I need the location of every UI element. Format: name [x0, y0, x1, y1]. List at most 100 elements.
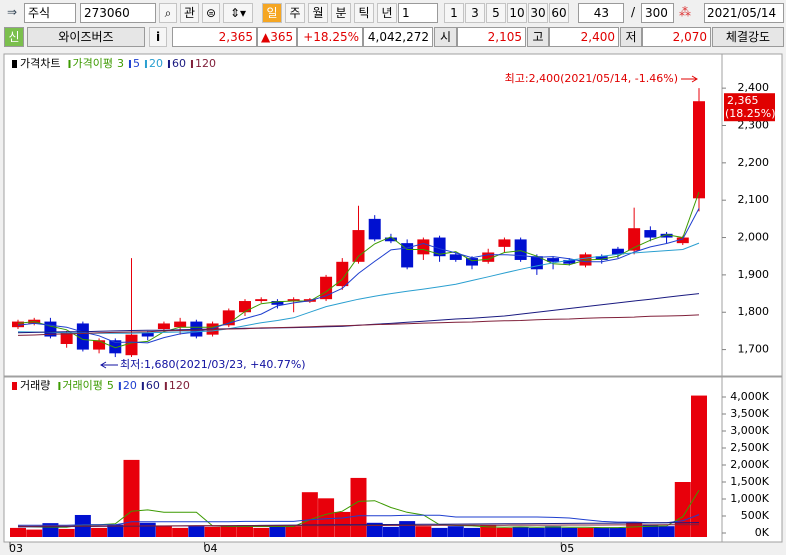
strength-button[interactable]: 체결강도 — [712, 27, 784, 47]
interval-button[interactable]: 30 — [528, 3, 548, 23]
legend-swatch — [141, 382, 144, 390]
legend-swatch — [167, 60, 170, 68]
volume-bar — [431, 527, 448, 537]
volume-bar — [447, 526, 464, 537]
legend-swatch — [58, 382, 61, 390]
volume-bar — [172, 527, 189, 537]
legend-swatch — [164, 382, 167, 390]
volume-bar — [123, 459, 140, 537]
candle-body — [271, 301, 284, 305]
volume-bar — [10, 527, 26, 537]
y-tick-label: 1,900 — [738, 268, 770, 281]
interval-button[interactable]: 60 — [549, 3, 569, 23]
legend-swatch — [118, 382, 121, 390]
volume-bar — [350, 477, 367, 537]
y-tick-label: 2,000K — [730, 458, 769, 471]
candle-body — [287, 299, 300, 302]
period-button[interactable]: 년 — [377, 3, 397, 23]
candle-body — [628, 228, 641, 251]
total-input[interactable]: 300 — [641, 3, 674, 23]
ma-line — [17, 191, 700, 349]
legend-label: 가격이평 — [72, 57, 112, 70]
stock-name: 와이즈버즈 — [27, 27, 145, 47]
legend-swatch — [68, 60, 71, 68]
legend-label: 가격차트 — [20, 57, 60, 70]
period-button[interactable]: 주 — [285, 3, 305, 23]
option-button[interactable]: ⊜ — [202, 3, 220, 23]
legend-label: 20 — [123, 379, 137, 392]
low-annotation: 최저:1,680(2021/03/23, +40.77%) — [120, 358, 306, 371]
favorite-button[interactable]: 관 — [180, 3, 199, 23]
volume-bar — [545, 526, 562, 537]
volume-bar — [26, 529, 43, 537]
volume-bar — [269, 526, 286, 537]
open-label: 시 — [434, 27, 457, 47]
y-tick-label: 4,000K — [730, 390, 769, 403]
count-input[interactable]: 43 — [578, 3, 624, 23]
unit-select[interactable]: 1 — [398, 3, 438, 23]
period-button[interactable]: 틱 — [354, 3, 374, 23]
volume-bar — [480, 525, 497, 537]
volume-bar — [204, 526, 221, 537]
legend-label: 20 — [149, 57, 163, 70]
candle-body — [611, 248, 624, 255]
period-button[interactable]: 월 — [308, 3, 328, 23]
x-tick-label: 04 — [204, 542, 218, 555]
volume-bar — [399, 521, 416, 537]
price-panel — [3, 53, 783, 377]
legend-label: 5 — [107, 379, 114, 392]
interval-button[interactable]: 5 — [486, 3, 506, 23]
interval-button[interactable]: 3 — [465, 3, 485, 23]
volume-bar — [415, 526, 432, 537]
search-button[interactable]: ⌕ — [159, 3, 177, 23]
y-tick-label: 3,500K — [730, 407, 769, 420]
info-button[interactable]: i — [149, 27, 167, 47]
settings-icon[interactable]: ⁂ — [679, 5, 691, 19]
candle-body — [76, 323, 89, 350]
open: 2,105 — [457, 27, 526, 47]
ma-line — [18, 514, 700, 526]
spin-button[interactable]: ⇕▾ — [223, 3, 253, 23]
volume-bar — [382, 526, 399, 537]
date-input[interactable]: 2021/05/14 — [704, 3, 784, 23]
low-label: 저 — [620, 27, 642, 47]
legend-swatch — [128, 60, 131, 68]
candle-body — [12, 321, 24, 328]
volume-bar — [220, 526, 237, 537]
interval-button[interactable]: 10 — [507, 3, 527, 23]
volume-bar — [188, 526, 205, 537]
candle-body — [384, 237, 397, 242]
y-tick-label: 2,100 — [738, 193, 770, 206]
menu-icon[interactable]: ⇒ — [7, 5, 18, 19]
volume-bar — [253, 527, 270, 537]
high-annotation: 최고:2,400(2021/05/14, -1.46%) — [505, 72, 678, 85]
x-tick-label: 05 — [560, 542, 574, 555]
volume-bar — [91, 527, 108, 537]
code-input[interactable]: 273060 — [80, 3, 156, 23]
period-button[interactable]: 일 — [262, 3, 282, 23]
y-tick-label: 2,200 — [738, 156, 770, 169]
volume-bar — [139, 522, 156, 537]
candle-body — [368, 218, 381, 240]
candle-body — [644, 230, 657, 238]
y-tick-label: 500K — [741, 509, 770, 522]
legend-label: 3 — [117, 57, 124, 70]
candle-body — [433, 237, 446, 257]
period-button[interactable]: 분 — [331, 3, 351, 23]
volume-panel — [3, 376, 783, 543]
volume-bar — [609, 527, 626, 537]
ma-line — [18, 524, 699, 527]
volume-bar — [642, 524, 659, 537]
legend-label: 5 — [133, 57, 140, 70]
market-select[interactable]: 주식 — [24, 3, 76, 23]
volume-bar — [366, 522, 383, 537]
x-tick-label: 03 — [9, 542, 23, 555]
volume: 4,042,272 — [363, 27, 433, 47]
change: ▲365 — [257, 27, 297, 47]
y-tick-label: 0K — [755, 526, 770, 539]
volume-bar — [237, 525, 253, 537]
interval-button[interactable]: 1 — [444, 3, 464, 23]
ma-line — [17, 489, 700, 529]
y-tick-label: 1,500K — [730, 475, 769, 488]
badge: 신 — [4, 27, 24, 47]
